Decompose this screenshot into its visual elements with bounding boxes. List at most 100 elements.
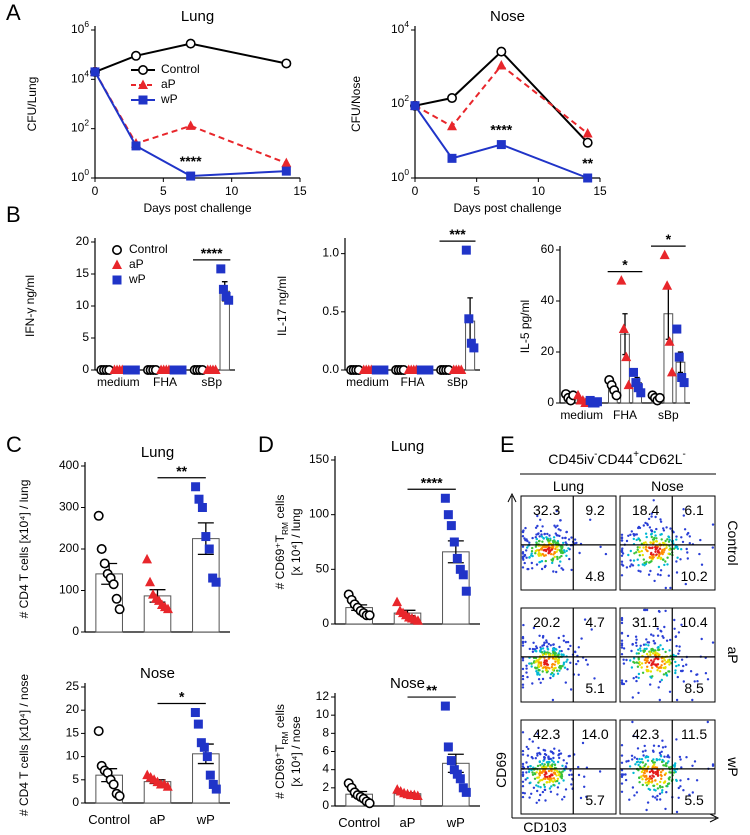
text-part: 5 <box>72 772 79 786</box>
text-part: 5 <box>82 330 89 344</box>
event-dot <box>654 796 657 799</box>
point-marker <box>496 140 506 150</box>
event-dot <box>554 542 558 545</box>
event-dot <box>642 754 645 757</box>
event-dot <box>536 514 539 518</box>
point-marker <box>440 701 450 711</box>
point-marker <box>186 171 196 181</box>
quadrant-value: 9.2 <box>585 502 605 518</box>
event-dot <box>567 547 570 550</box>
point-marker <box>412 615 423 625</box>
point-marker <box>659 249 670 260</box>
event-dot <box>535 784 538 787</box>
text-part: 8 <box>322 726 329 740</box>
event-dot <box>660 760 664 764</box>
event-dot <box>524 778 527 781</box>
event-dot <box>543 763 546 766</box>
event-dot <box>521 535 525 538</box>
event-dot <box>545 549 548 553</box>
event-dot <box>635 533 638 536</box>
x-tick-label: 15 <box>593 184 607 198</box>
event-dot <box>541 525 544 528</box>
text-part: 100 <box>59 583 79 597</box>
point-marker <box>452 769 462 779</box>
point-marker <box>281 58 292 69</box>
plot-frame <box>619 607 716 703</box>
event-dot <box>656 657 660 661</box>
event-dot <box>523 553 527 557</box>
text-part: B <box>6 202 21 227</box>
event-dot <box>636 760 640 763</box>
series-line <box>94 71 287 178</box>
event-dot <box>649 651 652 654</box>
event-dot <box>548 549 551 552</box>
event-dot <box>552 756 555 760</box>
quadrant-value: 5.7 <box>585 792 605 808</box>
event-dot <box>638 663 642 667</box>
event-dot <box>680 536 683 539</box>
event-dot <box>531 682 534 685</box>
event-dot <box>648 556 652 559</box>
event-dot <box>528 662 531 665</box>
text-part: Nose <box>651 478 684 494</box>
event-dot <box>521 686 525 689</box>
text-part: CD45iv <box>548 451 594 467</box>
event-dot <box>521 762 525 766</box>
row-label: wP <box>725 756 741 776</box>
y-tick-label: 4 <box>322 762 329 776</box>
event-dot <box>656 627 659 630</box>
event-dot <box>652 639 655 643</box>
event-dot <box>526 675 529 679</box>
event-dot <box>695 779 699 782</box>
event-dot <box>539 764 542 767</box>
event-dot <box>688 542 691 545</box>
plot-frame <box>619 719 716 815</box>
text-part: 0 <box>322 798 329 812</box>
point-marker <box>446 521 456 531</box>
x-tick-label: FHA <box>401 375 425 389</box>
event-dot <box>636 665 640 668</box>
event-dot <box>654 771 657 774</box>
plot-frame <box>619 495 716 591</box>
point-marker <box>379 365 389 375</box>
y-tick-label: 300 <box>59 500 79 514</box>
event-dot <box>523 561 526 565</box>
flow-title: CD45iv-CD44+CD62L- <box>548 449 686 467</box>
text-part: CD44 <box>597 451 633 467</box>
event-dot <box>635 791 639 794</box>
event-dot <box>620 754 624 757</box>
event-dot <box>538 673 541 676</box>
event-dot <box>693 680 696 683</box>
event-dot <box>644 781 647 784</box>
event-dot <box>562 779 565 782</box>
event-dot <box>679 785 682 788</box>
event-dot <box>639 760 642 764</box>
event-dot <box>686 551 689 554</box>
event-dot <box>622 647 626 650</box>
event-dot <box>655 527 658 531</box>
event-dot <box>554 660 557 663</box>
quadrant-value: 11.5 <box>681 726 707 742</box>
event-dot <box>532 641 535 644</box>
event-dot <box>598 770 602 773</box>
text-part: 4.8 <box>585 568 605 584</box>
y-tick-label: 12 <box>316 689 330 703</box>
event-dot <box>663 549 666 552</box>
event-dot <box>528 738 531 741</box>
annotation: **** <box>490 121 512 137</box>
text-part: [x 10⁴] / lung <box>289 508 303 575</box>
point-marker <box>190 708 200 718</box>
event-dot <box>543 785 546 789</box>
event-dot <box>653 663 657 666</box>
event-dot <box>663 659 666 662</box>
x-tick-label: medium <box>560 408 603 422</box>
arrow-head <box>507 492 517 503</box>
event-dot <box>534 536 537 539</box>
text-part: wP <box>725 756 741 776</box>
event-dot <box>632 771 635 775</box>
event-dot <box>636 558 639 561</box>
event-dot <box>530 768 533 772</box>
event-dot <box>579 796 583 800</box>
event-dot <box>585 795 588 798</box>
text-part: - <box>683 449 686 460</box>
